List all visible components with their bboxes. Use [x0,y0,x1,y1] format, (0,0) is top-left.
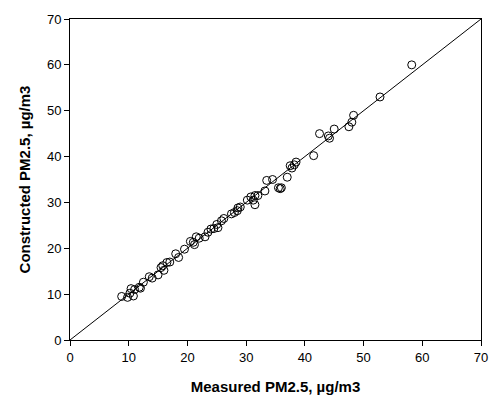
svg-text:10: 10 [121,350,135,365]
svg-text:40: 40 [47,149,61,164]
svg-text:50: 50 [47,103,61,118]
svg-text:60: 60 [415,350,429,365]
svg-text:50: 50 [356,350,370,365]
svg-text:70: 70 [474,350,488,365]
svg-text:20: 20 [47,241,61,256]
svg-text:60: 60 [47,57,61,72]
svg-text:70: 70 [47,12,61,27]
svg-text:Constructed PM2.5, µg/m3: Constructed PM2.5, µg/m3 [16,86,33,274]
svg-text:0: 0 [66,350,73,365]
svg-text:Measured PM2.5, µg/m3: Measured PM2.5, µg/m3 [191,378,361,395]
svg-text:30: 30 [47,195,61,210]
svg-text:0: 0 [54,333,61,348]
svg-text:30: 30 [239,350,253,365]
svg-text:20: 20 [180,350,194,365]
svg-text:40: 40 [298,350,312,365]
svg-text:10: 10 [47,287,61,302]
